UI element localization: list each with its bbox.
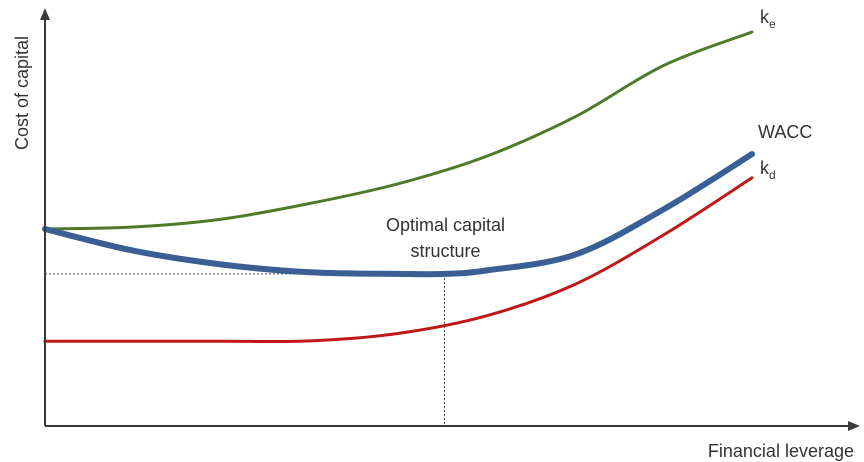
series-label-ke: ke bbox=[760, 7, 776, 31]
series-group bbox=[42, 30, 755, 344]
series-line-wacc bbox=[42, 151, 755, 278]
guides bbox=[45, 273, 445, 426]
series-line-kd bbox=[43, 176, 754, 344]
series-label-kd: kd bbox=[760, 158, 776, 182]
series-labels: ke WACC kd bbox=[758, 7, 812, 182]
series-line-ke bbox=[43, 30, 754, 231]
x-axis-label: Financial leverage bbox=[708, 441, 854, 461]
series-label-wacc: WACC bbox=[758, 122, 812, 142]
axes bbox=[40, 8, 860, 431]
optimal-capital-structure-annotation: Optimal capital structure bbox=[386, 215, 505, 261]
x-axis-arrow-icon bbox=[848, 421, 860, 431]
y-axis-arrow-icon bbox=[40, 8, 50, 20]
annotation-group: Optimal capital structure bbox=[386, 215, 505, 261]
y-axis-label: Cost of capital bbox=[12, 36, 32, 150]
